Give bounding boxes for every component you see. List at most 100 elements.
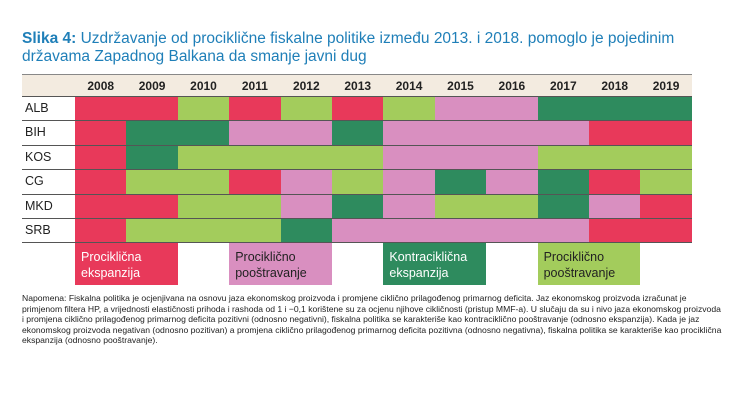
heatmap-cell <box>640 121 693 145</box>
heatmap-cell <box>434 170 487 194</box>
heatmap-cell <box>229 194 282 218</box>
heatmap-cell <box>589 219 641 243</box>
heatmap-cell <box>332 170 384 194</box>
heatmap-cell <box>126 145 179 170</box>
heatmap-cell <box>75 170 127 194</box>
heatmap-cell <box>280 219 333 243</box>
heatmap-cell <box>640 194 693 218</box>
heatmap-cell <box>589 97 641 121</box>
heatmap-cell <box>229 121 282 145</box>
heatmap-cell <box>640 219 693 243</box>
year-label: 2017 <box>549 79 577 93</box>
country-label: SRB <box>25 223 51 237</box>
heatmap-cell <box>537 219 590 243</box>
heatmap-cell <box>126 97 179 121</box>
heatmap-cell <box>177 97 230 121</box>
country-label: MKD <box>25 198 53 213</box>
heatmap-cell <box>589 194 641 218</box>
heatmap-cell <box>177 145 230 170</box>
legend-item: Prociklično pooštravanje <box>537 243 641 286</box>
heatmap-cell <box>486 97 539 121</box>
figure-number: Slika 4: <box>22 30 77 47</box>
heatmap-cell <box>332 121 384 145</box>
heatmap-cell <box>332 219 384 243</box>
heatmap-cell <box>486 145 539 170</box>
heatmap-cell <box>383 97 436 121</box>
heatmap-cell <box>229 145 282 170</box>
country-label: CG <box>25 174 44 189</box>
heatmap-cell <box>383 121 436 145</box>
heatmap-cell <box>280 170 333 194</box>
heatmap-cell <box>280 145 333 170</box>
legend-item: Kontraciklična ekspanzija <box>383 243 487 286</box>
heatmap-cell <box>75 219 127 243</box>
heatmap-cell <box>126 194 179 218</box>
heatmap-cell <box>280 121 333 145</box>
heatmap-cell <box>537 97 590 121</box>
heatmap-cell <box>486 170 539 194</box>
heatmap-cell <box>640 97 693 121</box>
year-header: 2008 2009 2010 2011 2012 2013 2014 2015 2016 2017… <box>22 74 692 97</box>
year-label: 2013 <box>344 79 372 93</box>
country-label: KOS <box>25 149 52 164</box>
heatmap-cell <box>589 170 641 194</box>
heatmap-cell <box>589 145 641 170</box>
heatmap-cell <box>177 121 230 145</box>
heatmap-cell <box>537 170 590 194</box>
year-label: 2016 <box>498 79 526 93</box>
legend-item: Prociklična ekspanzija <box>75 243 178 286</box>
heatmap-cell <box>383 170 436 194</box>
row-divider <box>22 144 692 146</box>
heatmap-cell <box>537 194 590 218</box>
heatmap-cell <box>434 97 487 121</box>
heatmap-cell <box>383 219 436 243</box>
heatmap-cell <box>383 194 436 218</box>
heatmap-cell <box>383 145 436 170</box>
row-divider <box>22 169 692 171</box>
heatmap-cell <box>126 170 179 194</box>
row-divider <box>22 218 692 219</box>
figure-title: Slika 4: Uzdržavanje od prociklične fisk… <box>22 30 742 66</box>
year-label: 2018 <box>601 79 629 93</box>
country-label: ALB <box>25 101 49 115</box>
year-label: 2015 <box>447 79 474 93</box>
heatmap-cell <box>486 121 539 145</box>
heatmap-cell <box>229 219 282 243</box>
heatmap-cell <box>126 219 179 243</box>
heatmap-cell <box>75 145 127 170</box>
year-label: 2019 <box>652 79 680 93</box>
heatmap-cell <box>177 170 230 194</box>
heatmap-cell <box>434 145 487 170</box>
heatmap-cell <box>537 121 590 145</box>
row-divider <box>22 120 692 122</box>
heatmap-cell <box>280 194 333 218</box>
heatmap-cell <box>434 194 487 218</box>
heatmap-cell <box>332 97 384 121</box>
heatmap-cell <box>434 121 487 145</box>
year-label: 2012 <box>292 79 320 93</box>
year-label: 2010 <box>190 79 217 93</box>
heatmap-cell <box>589 121 641 145</box>
heatmap-cell <box>486 219 539 243</box>
year-label: 2008 <box>87 79 115 93</box>
heatmap-cell <box>434 219 487 243</box>
heatmap-cell <box>126 121 179 145</box>
country-label: BIH <box>25 125 46 140</box>
heatmap-cell <box>75 121 127 145</box>
row-divider <box>22 242 692 244</box>
heatmap-cell <box>75 194 127 218</box>
year-label: 2009 <box>138 79 166 93</box>
heatmap-cell <box>177 219 230 243</box>
year-label: 2014 <box>395 79 423 93</box>
footnote: Napomena: Fiskalna politika je ocjenjiva… <box>22 293 722 346</box>
legend-item: Prociklično pooštravanje <box>229 243 332 286</box>
heatmap-cell <box>537 145 590 170</box>
row-divider <box>22 193 692 195</box>
year-label: 2011 <box>241 79 268 93</box>
figure-caption: Uzdržavanje od prociklične fiskalne poli… <box>22 30 675 65</box>
heatmap-cell <box>332 194 384 218</box>
row-divider <box>22 96 692 97</box>
heatmap-cell <box>75 97 127 121</box>
heatmap-cell <box>332 145 384 170</box>
heatmap-cell <box>177 194 230 218</box>
